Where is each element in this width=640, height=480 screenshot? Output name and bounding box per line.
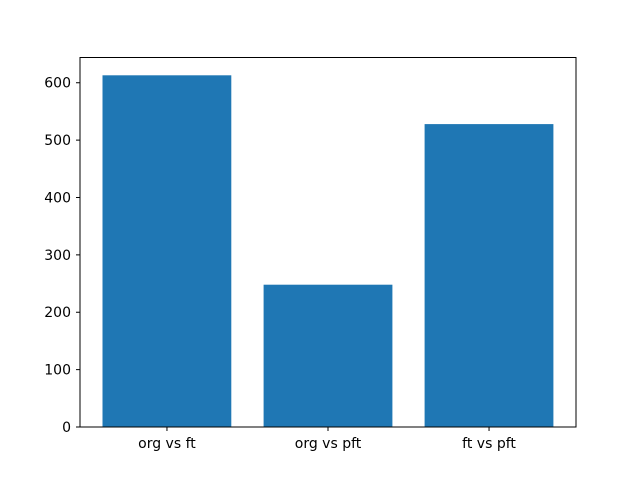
- y-tick-label-400: 400: [44, 190, 71, 206]
- y-tick-label-100: 100: [44, 363, 71, 379]
- y-tick-label-600: 600: [44, 76, 71, 92]
- bar-org-vs-pft: [263, 284, 393, 427]
- x-tick-label-ft-vs-pft: ft vs pft: [462, 436, 516, 452]
- bar-org-vs-ft: [102, 75, 232, 428]
- y-tick-label-0: 0: [62, 420, 71, 436]
- y-tick-label-500: 500: [44, 133, 71, 149]
- x-tick-label-org-vs-ft: org vs ft: [138, 436, 196, 452]
- bar-ft-vs-pft: [424, 124, 554, 427]
- y-tick-label-300: 300: [44, 248, 71, 264]
- y-tick-label-200: 200: [44, 305, 71, 321]
- x-tick-label-org-vs-pft: org vs pft: [295, 436, 362, 452]
